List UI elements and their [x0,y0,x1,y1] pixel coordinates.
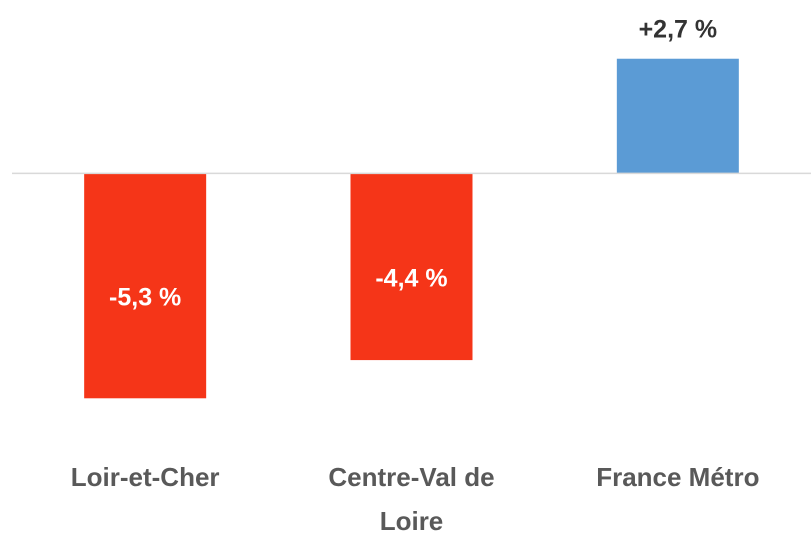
x-tick-label: Loir-et-Cher [70,462,220,492]
bar [350,173,473,361]
value-label: -5,3 % [109,283,181,311]
x-tick-label: Centre-Val de Loire [328,462,495,535]
bar [616,58,739,174]
x-tick-label: France Métro [596,462,760,492]
value-label: -4,4 % [375,264,447,292]
bar [84,173,207,399]
value-label: +2,7 % [639,15,718,43]
